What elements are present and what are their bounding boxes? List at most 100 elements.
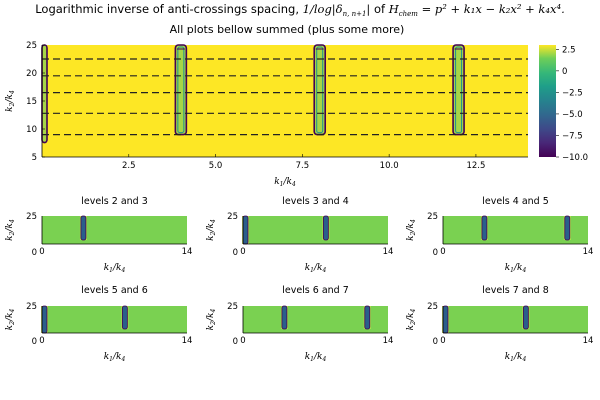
x-axis-label: k1/k4 [305,352,327,363]
resonance-column [41,305,48,334]
x-tick-label-max: 14 [583,247,594,257]
resonance-column-1 [41,44,48,144]
colorbar-tick-label: −10.0 [562,153,588,163]
x-tick-label-min: 0 [240,247,245,257]
resonance-column [121,305,128,330]
resonance-column [322,215,329,241]
title-log: 1/log|δ [303,2,343,17]
y-tick-label-max: 25 [26,212,37,222]
resonance-column [281,305,288,330]
y-tick-label-min: 0 [433,248,438,258]
subtitle: All plots bellow summed (plus some more) [170,23,405,36]
x-tick-label: 12.5 [466,161,485,171]
colorbar: 2.5 0 −2.5 −5.0 −7.5 −10.0 [539,45,588,163]
x-tick-label-max: 14 [583,336,594,346]
colorbar-tick-label: −2.5 [562,88,583,98]
x-tick-label-max: 14 [182,247,193,257]
resonance-contour-inner [177,46,185,134]
title-log-sub: n, n+1 [343,10,367,18]
y-tick-label-min: 0 [233,337,238,347]
resonance-contour-inner [455,46,463,134]
x-tick-label: 5.0 [209,161,223,171]
x-tick-label-max: 14 [383,336,394,346]
x-tick-label-min: 0 [240,336,245,346]
resonance-fill [42,45,47,143]
y-axis-label: k2/k4 [406,219,417,241]
resonance-column [80,215,87,241]
y-tick-label: 5 [32,153,37,163]
x-axis-label: k1/k4 [305,263,327,274]
subplot-background [42,306,187,333]
x-axis-label: k1/k4 [104,352,126,363]
y-axis-label: k2/k4 [5,219,16,241]
subplot-title: levels 7 and 8 [482,285,549,296]
colorbar-tick-label: 0 [562,67,567,77]
y-axis-label: k2/k4 [5,90,16,112]
y-axis-label: k2/k4 [406,309,417,331]
x-axis-label: k1/k4 [505,263,527,274]
resonance-column [481,215,488,241]
resonance-fill [314,45,326,135]
title-log-end: | [366,2,370,17]
subplot-levels-4-5: levels 4 and 5 0 14 0 25 k1/k4 k2/k4 [406,196,593,274]
subplot-levels-3-4: levels 3 and 4 0 14 0 25 k1/k4 k2/k4 [206,196,393,274]
x-tick-label: 10.0 [380,161,399,171]
y-tick-label-max: 25 [227,212,238,222]
subplot-levels-7-8: levels 7 and 8 0 14 0 25 k1/k4 k2/k4 [406,285,593,363]
subplot-title: levels 4 and 5 [482,196,549,207]
y-axis-label: k2/k4 [206,309,217,331]
x-tick-label-min: 0 [39,247,44,257]
subplot-background [243,216,388,244]
x-axis-label: k1/k4 [274,177,296,188]
heatmap-background [42,45,528,157]
x-tick-label-min: 0 [440,336,445,346]
resonance-fill [175,45,187,135]
title-equation: = p² + k₁x − k₂x² + k₄x⁴. [422,2,565,16]
y-tick-label-max: 25 [26,302,37,312]
resonance-column [242,215,249,245]
main-heatmap: 2.5 5.0 7.5 10.0 12.5 5 10 15 20 25 k1/k4 k2/k4 [5,41,528,188]
y-tick-label: 15 [26,97,37,107]
subplot-title: levels 6 and 7 [282,285,349,296]
title-prefix: Logarithmic inverse of anti-crossings sp… [35,2,299,16]
resonance-contour-inner [316,46,324,134]
x-tick-label: 2.5 [122,161,136,171]
subplot-title: levels 2 and 3 [81,196,148,207]
x-tick-label-max: 14 [182,336,193,346]
resonance-column [442,305,449,334]
resonance-column [364,305,371,330]
y-tick-label-min: 0 [233,248,238,258]
y-tick-label-min: 0 [433,337,438,347]
resonance-column [564,215,571,241]
colorbar-tick-label: −5.0 [562,110,583,120]
x-tick-label-max: 14 [383,247,394,257]
x-tick-label-min: 0 [39,336,44,346]
figure-title: Logarithmic inverse of anti-crossings sp… [35,2,565,19]
title-of: of [374,2,386,16]
y-tick-label-max: 25 [427,212,438,222]
colorbar-tick-label: 2.5 [562,45,576,55]
subplot-levels-6-7: levels 6 and 7 0 14 0 25 k1/k4 k2/k4 [206,285,393,363]
resonance-column-4 [452,44,465,136]
colorbar-tick-label: −7.5 [562,131,583,141]
title-h: H [388,2,400,16]
resonance-contour-outer [452,44,465,136]
y-tick-label: 20 [26,69,37,79]
subplot-title: levels 3 and 4 [282,196,349,207]
x-tick-label-min: 0 [440,247,445,257]
y-tick-label: 10 [26,125,37,135]
y-tick-label-min: 0 [32,248,37,258]
y-tick-label-min: 0 [32,337,37,347]
subplot-background [443,306,588,333]
subplot-title: levels 5 and 6 [81,285,148,296]
title-h-sub: chem [399,10,419,18]
x-tick-label: 7.5 [296,161,310,171]
x-axis-label: k1/k4 [104,263,126,274]
subplot-levels-2-3: levels 2 and 3 0 14 0 25 k1/k4 k2/k4 [5,196,192,274]
resonance-column [522,305,529,330]
subplot-background [42,216,187,244]
resonance-fill [453,45,465,135]
y-axis-label: k2/k4 [206,219,217,241]
